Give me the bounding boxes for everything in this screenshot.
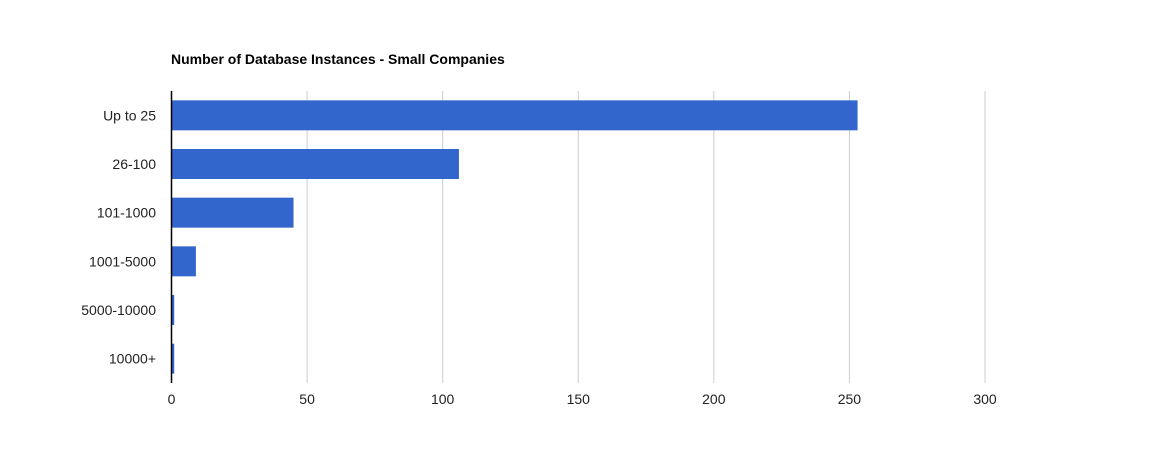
bar <box>171 149 459 179</box>
y-tick-label: 10000+ <box>109 351 156 367</box>
x-tick-label: 100 <box>431 391 455 407</box>
x-tick-label: 300 <box>973 391 997 407</box>
bar <box>171 197 294 228</box>
y-tick-label: 101-1000 <box>97 205 156 221</box>
x-tick-label: 150 <box>567 391 591 407</box>
bar <box>171 100 858 131</box>
x-tick-label: 250 <box>838 391 862 407</box>
y-tick-label: 26-100 <box>112 156 156 172</box>
y-tick-label: Up to 25 <box>103 107 156 123</box>
bar <box>171 246 196 277</box>
bar <box>171 295 175 325</box>
chart-title: Number of Database Instances - Small Com… <box>171 51 505 67</box>
y-tick-label: 1001-5000 <box>89 253 156 269</box>
x-tick-label: 200 <box>702 391 726 407</box>
y-tick-label: 5000-10000 <box>81 302 156 318</box>
x-tick-label: 50 <box>299 391 315 407</box>
bar <box>171 343 175 374</box>
x-tick-label: 0 <box>168 391 176 407</box>
